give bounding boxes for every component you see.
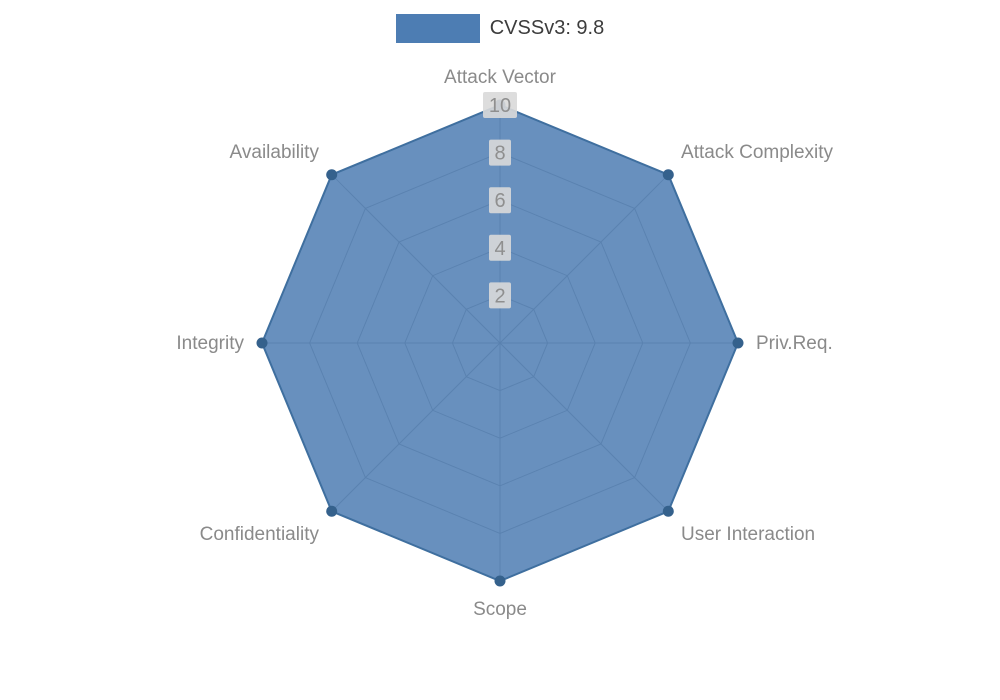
radar-vertex-dot bbox=[326, 169, 338, 181]
axis-label: Attack Complexity bbox=[681, 142, 834, 163]
radar-vertex-dot bbox=[326, 505, 338, 517]
tick-label: 4 bbox=[494, 238, 505, 260]
axis-label: Scope bbox=[473, 599, 527, 620]
radar-vertex-dot bbox=[662, 505, 674, 517]
tick-label-bg bbox=[489, 139, 511, 166]
tick-label: 2 bbox=[494, 285, 505, 307]
radar-vertex-dot bbox=[732, 337, 744, 349]
radar-vertex-dot bbox=[662, 169, 674, 181]
chart-legend: CVSSv3: 9.8 bbox=[0, 14, 1000, 43]
radar-vertex-dot bbox=[256, 337, 268, 349]
legend-swatch bbox=[395, 14, 480, 43]
axis-label: Priv.Req. bbox=[756, 333, 833, 354]
tick-label-bg bbox=[483, 92, 517, 118]
legend-label: CVSSv3: 9.8 bbox=[489, 17, 605, 39]
tick-label: 8 bbox=[494, 143, 505, 165]
tick-label-bg bbox=[489, 187, 511, 214]
tick-label: 10 bbox=[489, 95, 511, 117]
axis-label: Confidentiality bbox=[200, 524, 320, 545]
axis-label: Attack Vector bbox=[444, 67, 557, 88]
tick-label-bg bbox=[489, 234, 511, 261]
radar-vertex-dot bbox=[494, 575, 506, 587]
tick-label-bg bbox=[489, 282, 511, 309]
tick-label: 6 bbox=[494, 190, 505, 212]
axis-label: Integrity bbox=[176, 333, 244, 354]
axis-label: User Interaction bbox=[681, 524, 815, 545]
axis-label: Availability bbox=[230, 142, 320, 163]
